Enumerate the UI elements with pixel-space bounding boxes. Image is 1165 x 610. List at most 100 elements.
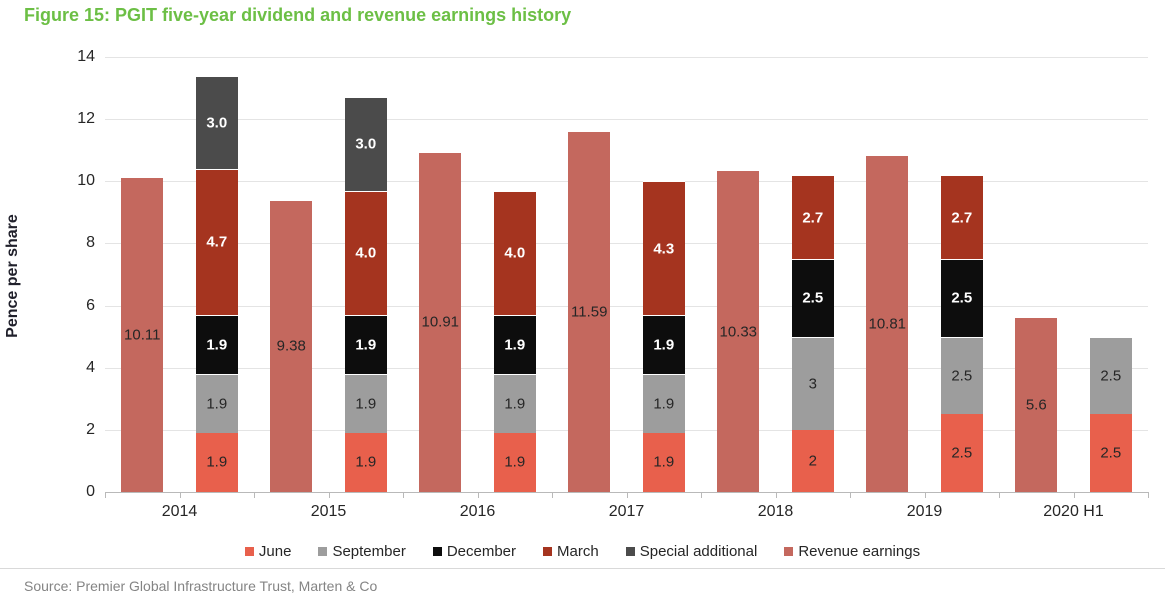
bar-label-revenue-2018: 10.33: [719, 323, 758, 340]
segment-june-2017: 1.9: [642, 432, 685, 492]
segment-label-september-2016: 1.9: [504, 395, 526, 413]
segment-label-june-2016: 1.9: [504, 453, 526, 471]
y-tick-label-6: 6: [86, 296, 95, 314]
x-category-label-2017: 2017: [608, 503, 645, 520]
y-tick-label-14: 14: [77, 48, 95, 65]
gridline-y2: [105, 429, 1148, 431]
segment-june-2019: 2.5: [940, 414, 983, 492]
gridline-y6: [105, 305, 1148, 307]
legend-label: Special additional: [639, 543, 758, 560]
segment-march-2017: 4.3: [642, 181, 685, 315]
legend-label: June: [258, 543, 292, 560]
legend-item-june: June: [244, 543, 292, 560]
legend-item-september: September: [318, 543, 406, 560]
legend-label: March: [557, 543, 599, 560]
y-tick-label-0: 0: [86, 483, 95, 500]
gridline-y12: [105, 119, 1148, 121]
segment-label-june-2014: 1.9: [206, 453, 228, 471]
bar-revenue-2016: 10.91: [419, 153, 462, 492]
legend-swatch-icon: [432, 547, 442, 556]
bar-label-revenue-2020 H1: 5.6: [1025, 396, 1047, 414]
bar-label-revenue-2014: 10.11: [124, 326, 161, 344]
x-axis-tick: [552, 492, 553, 498]
x-axis-tick: [626, 492, 628, 498]
legend-swatch-icon: [543, 547, 553, 556]
footer-divider: [0, 568, 1165, 569]
segment-label-march-2015: 4.0: [355, 244, 377, 262]
legend-label: Revenue earnings: [798, 543, 921, 560]
segment-march-2018: 2.7: [791, 175, 834, 259]
segment-special-additional-2015: 3.0: [344, 97, 387, 191]
gridline-y8: [105, 243, 1148, 245]
gridline-y4: [105, 367, 1148, 369]
legend-item-revenue-earnings: Revenue earnings: [784, 543, 920, 560]
segment-label-december-2019: 2.5: [951, 289, 973, 307]
segment-september-2018: 3: [791, 336, 834, 430]
bar-revenue-2018: 10.33: [717, 171, 760, 492]
segment-september-2014: 1.9: [195, 373, 238, 433]
x-axis-tick: [403, 492, 404, 498]
segment-label-march-2018: 2.7: [802, 209, 824, 226]
x-axis-tick: [1148, 492, 1149, 498]
segment-label-december-2017: 1.9: [653, 336, 675, 354]
x-category-label-2015: 2015: [310, 503, 347, 520]
x-axis-tick: [254, 492, 255, 498]
y-tick-label-8: 8: [86, 234, 95, 252]
bar-revenue-2019: 10.81: [866, 156, 909, 492]
x-axis-tick: [999, 492, 1000, 498]
legend-item-special-additional: Special additional: [625, 543, 758, 560]
source-note: Source: Premier Global Infrastructure Tr…: [24, 578, 378, 594]
y-tick-label-12: 12: [77, 110, 95, 128]
segment-december-2016: 1.9: [493, 314, 536, 374]
segment-label-june-2017: 1.9: [653, 453, 675, 471]
segment-label-june-2020 H1: 2.5: [1100, 444, 1122, 462]
legend-swatch-icon: [784, 547, 794, 556]
x-category-label-2016: 2016: [459, 503, 496, 520]
y-tick-label-2: 2: [86, 420, 95, 438]
x-axis-tick: [328, 492, 330, 498]
x-axis-tick: [179, 492, 181, 498]
segment-june-2014: 1.9: [195, 432, 238, 492]
segment-label-september-2014: 1.9: [206, 395, 228, 413]
segment-label-march-2017: 4.3: [653, 240, 675, 258]
segment-june-2018: 2: [791, 429, 834, 492]
bar-revenue-2017: 11.59: [568, 131, 611, 492]
segment-september-2016: 1.9: [493, 373, 536, 433]
x-category-label-2018: 2018: [757, 503, 794, 520]
segment-label-june-2015: 1.9: [355, 453, 377, 471]
segment-june-2020 H1: 2.5: [1089, 414, 1132, 492]
bar-label-revenue-2015: 9.38: [276, 337, 306, 355]
x-axis-tick: [701, 492, 702, 498]
segment-june-2016: 1.9: [493, 432, 536, 492]
dividend-revenue-chart: Pence per share 0 2 4 6 8 10 12 14 10.11 1.9 1.9 1.…: [4, 48, 1149, 520]
segment-september-2017: 1.9: [642, 373, 685, 433]
bar-revenue-2015: 9.38: [270, 200, 313, 492]
y-axis-title: Pence per share: [4, 214, 21, 338]
segment-september-2019: 2.5: [940, 336, 983, 415]
legend-item-march: March: [543, 543, 599, 560]
x-category-label-2014: 2014: [161, 503, 198, 520]
segment-label-december-2016: 1.9: [504, 336, 526, 354]
segment-march-2014: 4.7: [195, 168, 238, 315]
segment-label-june-2019: 2.5: [951, 444, 973, 462]
legend-swatch-icon: [318, 547, 328, 556]
bar-label-revenue-2016: 10.91: [421, 313, 460, 331]
bar-revenue-2020 H1: 5.6: [1015, 318, 1058, 492]
segment-march-2015: 4.0: [344, 190, 387, 315]
x-category-label-2019: 2019: [906, 503, 943, 520]
x-axis-tick: [1073, 492, 1075, 498]
segment-label-september-2017: 1.9: [653, 395, 675, 413]
segment-december-2014: 1.9: [195, 314, 238, 374]
legend-swatch-icon: [625, 547, 635, 556]
legend-label: September: [332, 543, 406, 560]
segment-label-march-2014: 4.7: [206, 233, 228, 251]
gridline-y14: [105, 57, 1148, 58]
segment-december-2019: 2.5: [940, 258, 983, 337]
x-axis-tick: [775, 492, 777, 498]
segment-label-september-2018: 3: [808, 375, 817, 393]
segment-special-additional-2014: 3.0: [195, 75, 238, 169]
x-axis-tick: [850, 492, 851, 498]
segment-december-2017: 1.9: [642, 314, 685, 374]
legend-swatch-icon: [244, 547, 254, 556]
